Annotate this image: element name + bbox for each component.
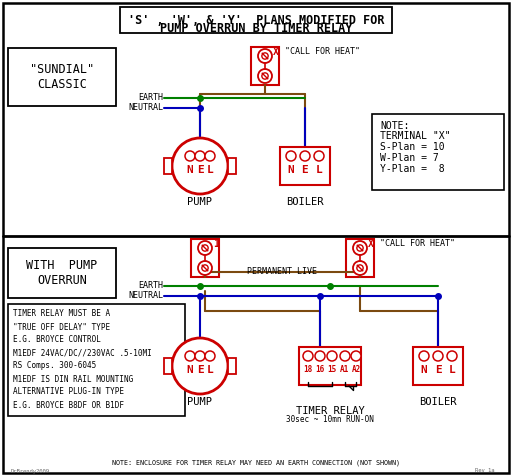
Text: 18: 18 [304, 366, 313, 375]
Text: PUMP OVERRUN BY TIMER RELAY: PUMP OVERRUN BY TIMER RELAY [160, 22, 352, 36]
Circle shape [205, 351, 215, 361]
Bar [8, 304, 185, 416]
Text: M1EDF IS DIN RAIL MOUNTING: M1EDF IS DIN RAIL MOUNTING [13, 375, 133, 384]
Circle shape [353, 241, 367, 255]
Text: W-Plan = 7: W-Plan = 7 [380, 153, 439, 163]
Bar [413, 347, 463, 385]
Text: TIMER RELAY: TIMER RELAY [295, 406, 365, 416]
Text: BOILER: BOILER [286, 197, 324, 207]
Text: L: L [315, 165, 323, 175]
Bar [8, 248, 116, 298]
Circle shape [205, 151, 215, 161]
Circle shape [433, 351, 443, 361]
Text: E.G. BROYCE CONTROL: E.G. BROYCE CONTROL [13, 336, 101, 345]
Circle shape [340, 351, 350, 361]
Text: E: E [197, 165, 203, 175]
Circle shape [198, 241, 212, 255]
Circle shape [262, 73, 268, 79]
Text: WITH  PUMP
OVERRUN: WITH PUMP OVERRUN [27, 259, 98, 287]
Text: E: E [435, 365, 441, 375]
Text: NEUTRAL: NEUTRAL [128, 103, 163, 112]
Circle shape [198, 261, 212, 275]
Text: 1: 1 [213, 239, 219, 249]
Circle shape [172, 138, 228, 194]
Text: 15: 15 [327, 366, 336, 375]
Bar [164, 158, 172, 174]
Text: "SUNDIAL"
CLASSIC: "SUNDIAL" CLASSIC [30, 63, 94, 91]
Text: E: E [302, 165, 308, 175]
Text: N: N [187, 365, 194, 375]
Circle shape [286, 151, 296, 161]
Bar [164, 358, 172, 374]
Text: TERMINAL "X": TERMINAL "X" [380, 131, 451, 141]
Circle shape [357, 245, 363, 251]
Text: Rev 1a: Rev 1a [475, 468, 495, 474]
Circle shape [202, 245, 208, 251]
Text: PUMP: PUMP [187, 197, 212, 207]
Text: EARTH: EARTH [138, 281, 163, 290]
Circle shape [195, 151, 205, 161]
Bar [8, 48, 116, 106]
Text: "TRUE OFF DELAY" TYPE: "TRUE OFF DELAY" TYPE [13, 323, 110, 331]
Bar [346, 239, 374, 277]
Circle shape [195, 351, 205, 361]
Circle shape [315, 351, 325, 361]
Text: PERMANENT LIVE: PERMANENT LIVE [247, 268, 317, 277]
Text: X: X [368, 239, 374, 249]
Circle shape [262, 53, 268, 59]
Bar [228, 158, 236, 174]
Text: L: L [207, 165, 214, 175]
Text: NOTE:: NOTE: [380, 121, 410, 131]
Text: M1EDF 24VAC/DC//230VAC .5-10MI: M1EDF 24VAC/DC//230VAC .5-10MI [13, 348, 152, 357]
Circle shape [300, 151, 310, 161]
Circle shape [172, 338, 228, 394]
Text: EARTH: EARTH [138, 93, 163, 102]
Circle shape [419, 351, 429, 361]
Text: 16: 16 [315, 366, 325, 375]
Bar [372, 114, 504, 190]
Circle shape [303, 351, 313, 361]
Text: E: E [197, 365, 203, 375]
Text: DrBrendy2009: DrBrendy2009 [11, 468, 50, 474]
Bar [280, 147, 330, 185]
Text: X: X [273, 47, 279, 57]
Circle shape [258, 69, 272, 83]
Text: A1: A1 [340, 366, 350, 375]
Text: NEUTRAL: NEUTRAL [128, 291, 163, 300]
Text: 'S' , 'W', & 'Y'  PLANS MODIFIED FOR: 'S' , 'W', & 'Y' PLANS MODIFIED FOR [128, 13, 384, 27]
Text: PUMP: PUMP [187, 397, 212, 407]
Text: N: N [421, 365, 428, 375]
Circle shape [202, 265, 208, 271]
Circle shape [185, 351, 195, 361]
Text: "CALL FOR HEAT": "CALL FOR HEAT" [380, 239, 455, 248]
Circle shape [351, 351, 361, 361]
Text: S-Plan = 10: S-Plan = 10 [380, 142, 444, 152]
Text: N: N [187, 165, 194, 175]
Text: RS Comps. 300-6045: RS Comps. 300-6045 [13, 361, 96, 370]
Bar [251, 47, 279, 85]
Text: L: L [207, 365, 214, 375]
Circle shape [185, 151, 195, 161]
Text: Y-Plan =  8: Y-Plan = 8 [380, 164, 444, 174]
Text: A2: A2 [351, 366, 360, 375]
Circle shape [327, 351, 337, 361]
Text: L: L [449, 365, 455, 375]
Text: NOTE: ENCLOSURE FOR TIMER RELAY MAY NEED AN EARTH CONNECTION (NOT SHOWN): NOTE: ENCLOSURE FOR TIMER RELAY MAY NEED… [112, 460, 400, 466]
Text: E.G. BROYCE B8DF OR B1DF: E.G. BROYCE B8DF OR B1DF [13, 400, 124, 409]
Bar [228, 358, 236, 374]
Text: TIMER RELAY MUST BE A: TIMER RELAY MUST BE A [13, 309, 110, 318]
Text: "CALL FOR HEAT": "CALL FOR HEAT" [285, 48, 360, 57]
Text: 30sec ~ 10mn RUN-ON: 30sec ~ 10mn RUN-ON [286, 416, 374, 425]
Text: ALTERNATIVE PLUG-IN TYPE: ALTERNATIVE PLUG-IN TYPE [13, 387, 124, 397]
Circle shape [447, 351, 457, 361]
Bar [120, 7, 392, 33]
Circle shape [314, 151, 324, 161]
Text: BOILER: BOILER [419, 397, 457, 407]
Text: N: N [288, 165, 294, 175]
Bar [299, 347, 361, 385]
Circle shape [258, 49, 272, 63]
Circle shape [353, 261, 367, 275]
Bar [191, 239, 219, 277]
Circle shape [357, 265, 363, 271]
